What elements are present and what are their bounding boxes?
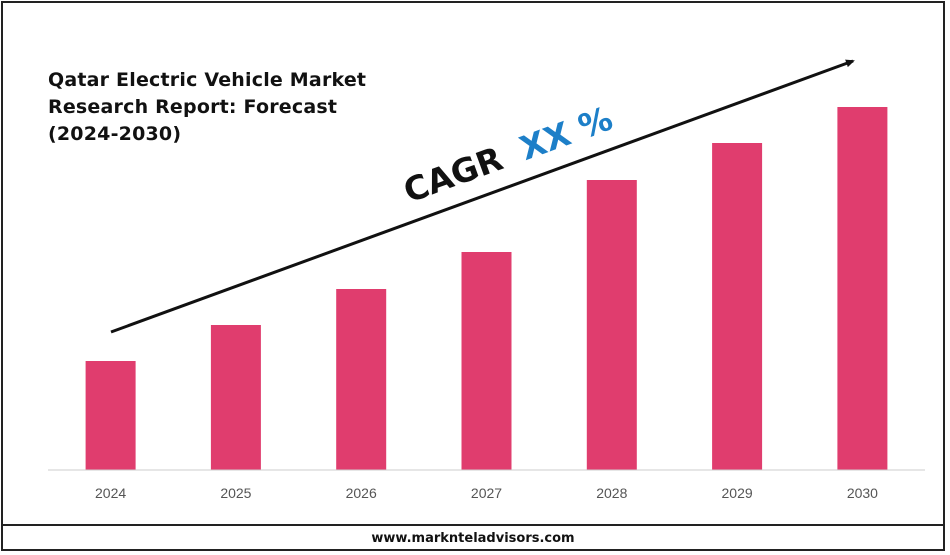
x-tick-label-2030: 2030 [847, 485, 878, 501]
bar-2024 [85, 361, 136, 470]
bar-2028 [586, 180, 637, 470]
x-tick-label-2025: 2025 [220, 485, 251, 501]
cagr-annotation: CAGR XX % [398, 99, 617, 211]
chart-title: Qatar Electric Vehicle Market Research R… [48, 67, 408, 148]
cagr-label: CAGR [398, 139, 507, 211]
chart-title-line-2: Research Report: Forecast [48, 96, 338, 118]
footer-url[interactable]: www.marknteladvisors.com [371, 531, 575, 546]
footer-bar [3, 524, 943, 549]
chart-title-line-1: Qatar Electric Vehicle Market [48, 69, 367, 91]
bar-2025 [210, 325, 261, 470]
bars-group [85, 107, 888, 470]
growth-trend-arrow [110, 59, 855, 334]
bar-chart: 2024 2025 2026 2027 2028 2029 2030 CAGR XX % [48, 59, 925, 501]
x-tick-label-2028: 2028 [596, 485, 627, 501]
x-tick-labels: 2024 2025 2026 2027 2028 2029 2030 [95, 485, 878, 501]
bar-2030 [837, 107, 888, 470]
x-tick-label-2026: 2026 [346, 485, 377, 501]
bar-2029 [712, 143, 763, 470]
x-tick-label-2027: 2027 [471, 485, 502, 501]
bar-2027 [461, 252, 512, 470]
cagr-value: XX % [515, 99, 618, 168]
bar-2026 [336, 289, 387, 470]
x-tick-label-2024: 2024 [95, 485, 126, 501]
x-tick-label-2029: 2029 [722, 485, 753, 501]
chart-title-line-3: (2024-2030) [48, 123, 182, 145]
